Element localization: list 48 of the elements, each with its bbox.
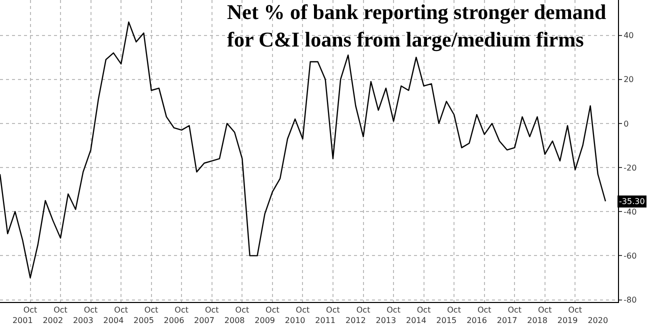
x2-tick-label: 2014 <box>406 316 426 325</box>
y-tick-label: -20 <box>624 163 637 172</box>
x2-tick-label: 2001 <box>12 316 33 325</box>
x-tick-label: Oct <box>174 306 189 315</box>
x2-tick-label: 2016 <box>466 316 487 325</box>
x2-tick-label: 2007 <box>194 316 214 325</box>
x-tick-label: Oct <box>416 306 431 315</box>
x2-tick-label: 2013 <box>376 316 396 325</box>
x2-tick-label: 2019 <box>557 316 578 325</box>
x2-tick-label: 2004 <box>103 316 124 325</box>
x2-tick-label: 2008 <box>224 316 245 325</box>
x-tick-label: Oct <box>84 306 98 315</box>
x-tick-label: Oct <box>326 306 340 315</box>
x2-tick-label: 2009 <box>254 316 275 325</box>
x-tick-label: Oct <box>23 306 38 315</box>
x-tick-label: Oct <box>296 306 310 315</box>
x2-tick-label: 2011 <box>315 316 336 325</box>
x2-tick-label: 2017 <box>496 316 518 325</box>
text: Net % of bank reporting stronger demand for C&I loans from large/medium firms <box>227 0 606 52</box>
x-tick-label: Oct <box>508 306 522 315</box>
x2-tick-label: 2018 <box>527 316 548 325</box>
x-tick-label: Oct <box>538 306 552 315</box>
y-tick-label: -80 <box>624 296 637 305</box>
x-tick-label: Oct <box>114 306 128 315</box>
x-tick-label: Oct <box>447 306 461 315</box>
x-tick-label: Oct <box>54 306 68 315</box>
x-tick-label: Oct <box>266 306 280 315</box>
y-tick-label: -60 <box>624 252 637 261</box>
annotation: -35.30 <box>619 197 645 206</box>
x-tick-label: Oct <box>356 306 370 315</box>
x-tick-label: Oct <box>568 306 582 315</box>
x2-tick-label: 2020 <box>588 316 608 325</box>
x2-tick-label: 2002 <box>42 316 64 325</box>
x2-tick-label: 2010 <box>284 316 306 325</box>
y-tick-label: 0 <box>624 119 629 128</box>
x-tick-label: Oct <box>144 306 158 315</box>
y-tick-label: 20 <box>624 75 634 84</box>
x-tick-label: Oct <box>204 306 219 315</box>
x2-tick-label: 2015 <box>436 316 457 325</box>
x2-tick-label: 2005 <box>134 316 154 325</box>
x-tick-label: Oct <box>386 306 400 315</box>
x2-tick-label: 2012 <box>345 316 366 325</box>
y-tick-label: -40 <box>624 207 637 216</box>
x-tick-label: Oct <box>477 306 492 315</box>
x2-tick-label: 2003 <box>72 316 94 325</box>
x-tick-label: Oct <box>235 306 250 315</box>
y-tick-label: 40 <box>624 31 634 40</box>
x2-tick-label: 2006 <box>164 316 184 325</box>
